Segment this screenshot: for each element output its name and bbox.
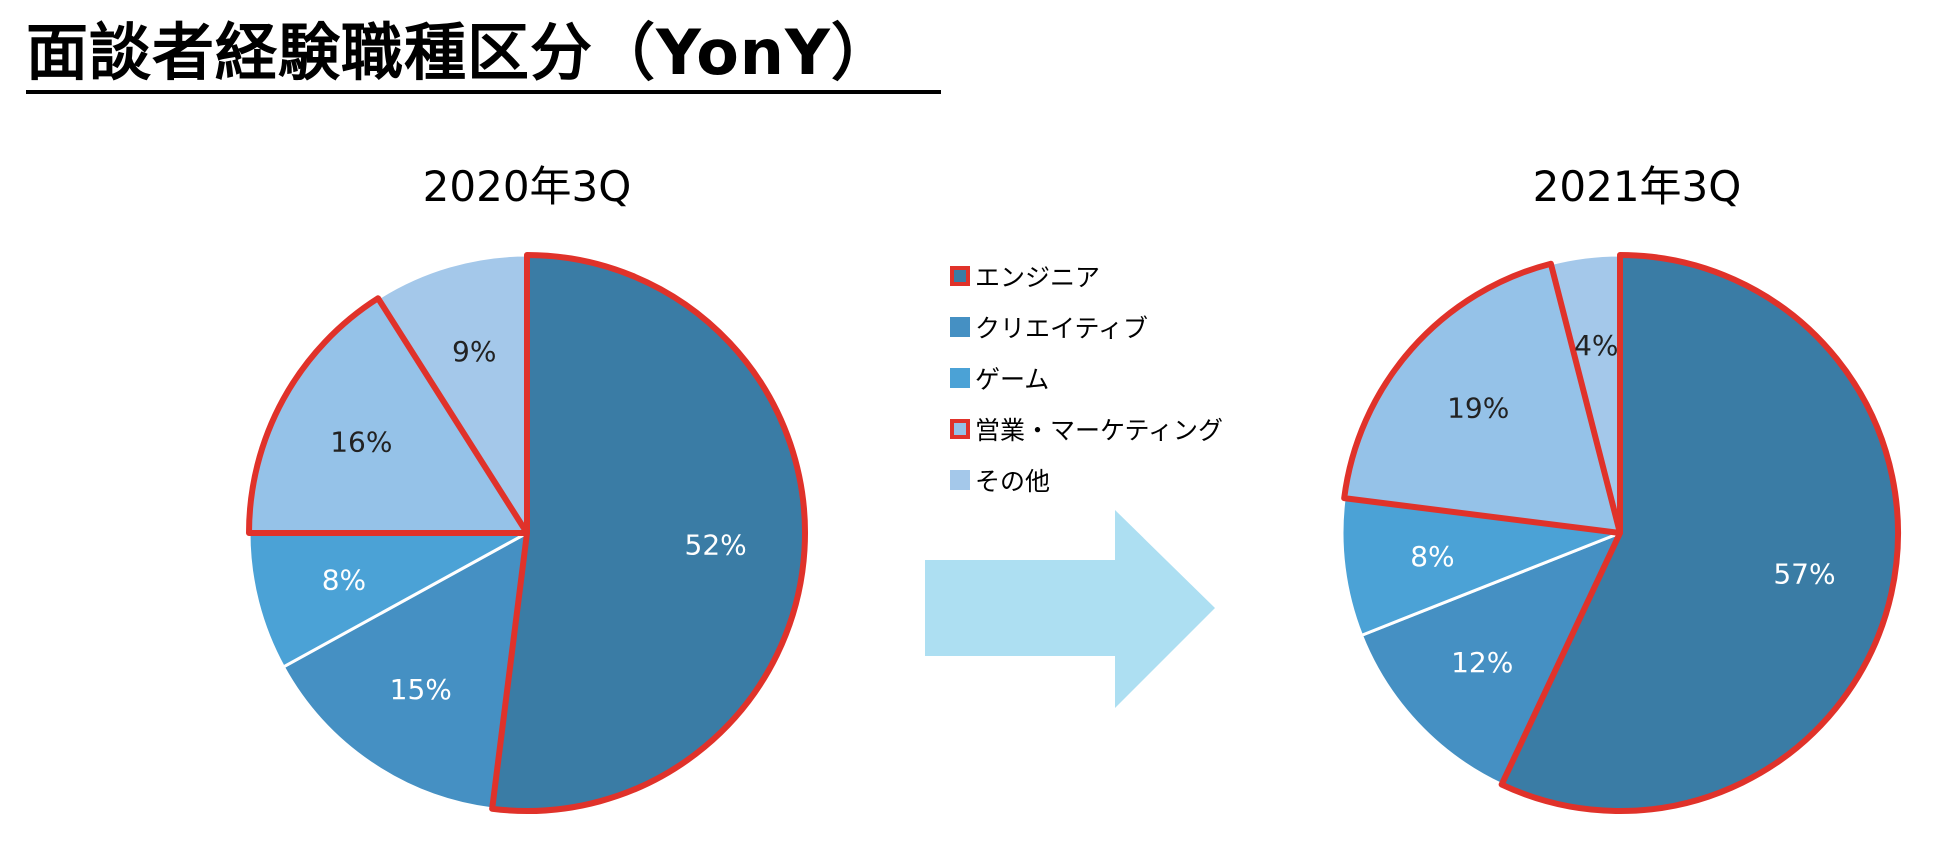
legend-item-2: ゲーム [950, 352, 1223, 403]
pie-slice-1-3 [1341, 260, 1623, 536]
pie-label-0-0: 52% [685, 528, 747, 561]
page-title: 面談者経験職種区分（YonY） [26, 16, 894, 89]
pie-slice-0-3 [246, 295, 530, 536]
legend-swatch-2 [950, 367, 970, 388]
pie-slice-0-1 [281, 531, 529, 811]
right-arrow-icon [925, 510, 1215, 708]
legend-item-1: クリエイティブ [950, 301, 1223, 352]
chart-title-2020: 2020年3Q [422, 162, 632, 211]
pie-chart-2021: 57% 12% 8% 19% 4% [1340, 252, 1901, 814]
pie-slice-0-2 [247, 531, 529, 669]
pie-label-0-3: 16% [330, 425, 392, 458]
legend-label-0: エンジニア [975, 262, 1101, 292]
legend-item-4: その他 [950, 454, 1223, 505]
pie-slice-1-0 [1498, 252, 1901, 814]
pie-slice-0-0 [489, 252, 808, 814]
legend-swatch-0 [950, 265, 970, 286]
legend-label-4: その他 [975, 466, 1051, 496]
pie-chart-2020: 52% 15% 8% 16% 9% [246, 252, 808, 814]
legend-swatch-1 [950, 316, 970, 337]
pie-slice-1-2 [1340, 496, 1622, 637]
pie-slice-0-4 [376, 253, 529, 535]
chart-title-2021: 2021年3Q [1532, 162, 1742, 211]
pie-label-1-1: 12% [1451, 646, 1513, 679]
title-underline [26, 90, 941, 94]
pie-label-0-1: 15% [390, 673, 452, 706]
legend: エンジニアクリエイティブ ゲーム営業・マーケティング その他 [950, 250, 1223, 505]
pie-label-1-0: 57% [1773, 558, 1835, 591]
pie-label-1-4: 4% [1574, 329, 1618, 362]
pie-label-1-2: 8% [1410, 540, 1454, 573]
legend-label-3: 営業・マーケティング [975, 415, 1224, 445]
legend-label-2: ゲーム [975, 364, 1050, 394]
legend-swatch-4 [950, 469, 970, 490]
legend-item-0: エンジニア [950, 250, 1223, 301]
pie-label-0-2: 8% [322, 564, 366, 597]
pie-label-1-3: 19% [1447, 391, 1509, 424]
legend-swatch-3 [950, 418, 970, 439]
legend-item-3: 営業・マーケティング [950, 403, 1223, 454]
pie-label-0-4: 9% [452, 335, 496, 368]
pie-slice-1-1 [1360, 531, 1622, 787]
legend-label-1: クリエイティブ [975, 313, 1149, 343]
